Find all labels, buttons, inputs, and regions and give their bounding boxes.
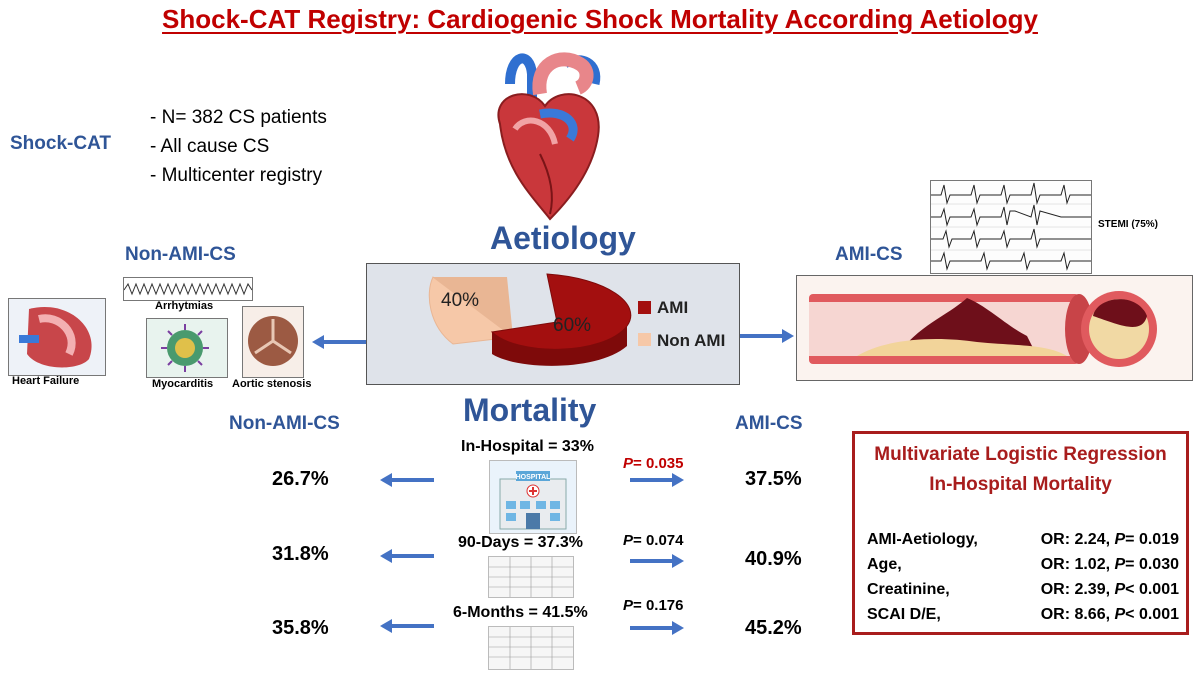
legend-swatch-ami — [638, 301, 651, 314]
aetiology-heading: Aetiology — [490, 220, 636, 256]
non-ami-heading: Non-AMI-CS — [125, 244, 236, 265]
calendar-icon — [488, 556, 574, 598]
calendar-icon — [488, 626, 574, 670]
bullet-item: - All cause CS — [150, 136, 270, 157]
artery-plaque-icon — [796, 275, 1193, 381]
aortic-stenosis-icon — [242, 306, 304, 378]
regression-result: OR: 2.24, P= 0.019 — [1040, 531, 1179, 548]
non-ami-in-hospital-value: 26.7% — [272, 468, 329, 490]
stemi-ecg-icon — [930, 180, 1092, 274]
myocarditis-virus-icon — [146, 318, 228, 378]
heart-failure-icon — [8, 298, 106, 376]
stemi-label: STEMI (75%) — [1098, 219, 1159, 230]
ami-heading: AMI-CS — [835, 244, 903, 265]
hospital-sign: HOSPITAL — [516, 474, 552, 481]
regression-variable: SCAI D/E, — [867, 606, 941, 623]
p-value-6-months: P= 0.176 — [623, 597, 684, 614]
aetiology-chart-box: 40% 60% AMI Non AMI — [366, 263, 740, 385]
mortality-row-label: 90-Days = 37.3% — [458, 534, 583, 551]
p-value-90-days: P= 0.074 — [623, 532, 684, 549]
arrow-left-icon — [380, 473, 434, 487]
regression-result: OR: 2.39, P< 0.001 — [1040, 581, 1179, 598]
pie-label-ami: 60% — [553, 315, 591, 336]
legend-swatch-non-ami — [638, 333, 651, 346]
ami-in-hospital-value: 37.5% — [745, 468, 802, 490]
arrow-right-icon — [630, 554, 684, 568]
arrow-left-icon — [312, 335, 366, 349]
regression-title: Multivariate Logistic Regression — [874, 444, 1167, 465]
legend-label-non-ami: Non AMI — [657, 331, 725, 350]
bullet-item: - N= 382 CS patients — [150, 107, 327, 128]
pie-chart: 40% 60% AMI Non AMI — [428, 273, 725, 366]
pie-label-non-ami: 40% — [441, 290, 479, 311]
myocarditis-label: Myocarditis — [152, 378, 214, 390]
mortality-right-heading: AMI-CS — [735, 413, 803, 434]
regression-variable: Age, — [867, 556, 902, 573]
regression-row: SCAI D/E, OR: 8.66, P< 0.001 — [867, 606, 1179, 624]
heart-failure-label: Heart Failure — [12, 375, 80, 387]
ami-90-days-value: 40.9% — [745, 548, 802, 570]
bullet-item: - Multicenter registry — [150, 165, 323, 186]
mortality-row-label: In-Hospital = 33% — [461, 438, 594, 455]
regression-variable: AMI-Aetiology, — [867, 531, 978, 548]
regression-box: Multivariate Logistic Regression In-Hosp… — [852, 431, 1189, 635]
arrow-left-icon — [380, 619, 434, 633]
pie-slice-ami — [490, 273, 632, 350]
page-title: Shock-CAT Registry: Cardiogenic Shock Mo… — [162, 4, 1038, 34]
arrow-left-icon — [380, 549, 434, 563]
arrhythmias-label: Arrhytmias — [155, 300, 214, 312]
non-ami-90-days-value: 31.8% — [272, 543, 329, 565]
aortic-stenosis-label: Aortic stenosis — [232, 378, 312, 390]
shockcat-label: Shock-CAT — [10, 133, 111, 154]
mortality-row-label: 6-Months = 41.5% — [453, 604, 588, 621]
arrow-right-icon — [630, 473, 684, 487]
ami-6-months-value: 45.2% — [745, 617, 802, 639]
regression-row: AMI-Aetiology, OR: 2.24, P= 0.019 — [867, 531, 1179, 549]
non-ami-6-months-value: 35.8% — [272, 617, 329, 639]
arrow-right-icon — [740, 329, 794, 343]
hospital-icon: HOSPITAL — [489, 460, 577, 534]
pie-slice-non-ami — [428, 276, 515, 345]
mortality-left-heading: Non-AMI-CS — [229, 413, 340, 434]
mortality-heading: Mortality — [463, 392, 597, 428]
regression-result: OR: 1.02, P= 0.030 — [1040, 556, 1179, 573]
heart-icon — [497, 52, 601, 221]
shockcat-bullets: - N= 382 CS patients - All cause CS - Mu… — [150, 103, 327, 190]
p-value-in-hospital: P= 0.035 — [623, 455, 684, 472]
regression-result: OR: 8.66, P< 0.001 — [1040, 606, 1179, 623]
arrhythmia-ecg-icon — [123, 277, 253, 301]
regression-subtitle: In-Hospital Mortality — [929, 474, 1112, 495]
regression-row: Age, OR: 1.02, P= 0.030 — [867, 556, 1179, 574]
regression-row: Creatinine, OR: 2.39, P< 0.001 — [867, 581, 1179, 599]
regression-variable: Creatinine, — [867, 581, 950, 598]
legend-label-ami: AMI — [657, 298, 688, 317]
arrow-right-icon — [630, 621, 684, 635]
